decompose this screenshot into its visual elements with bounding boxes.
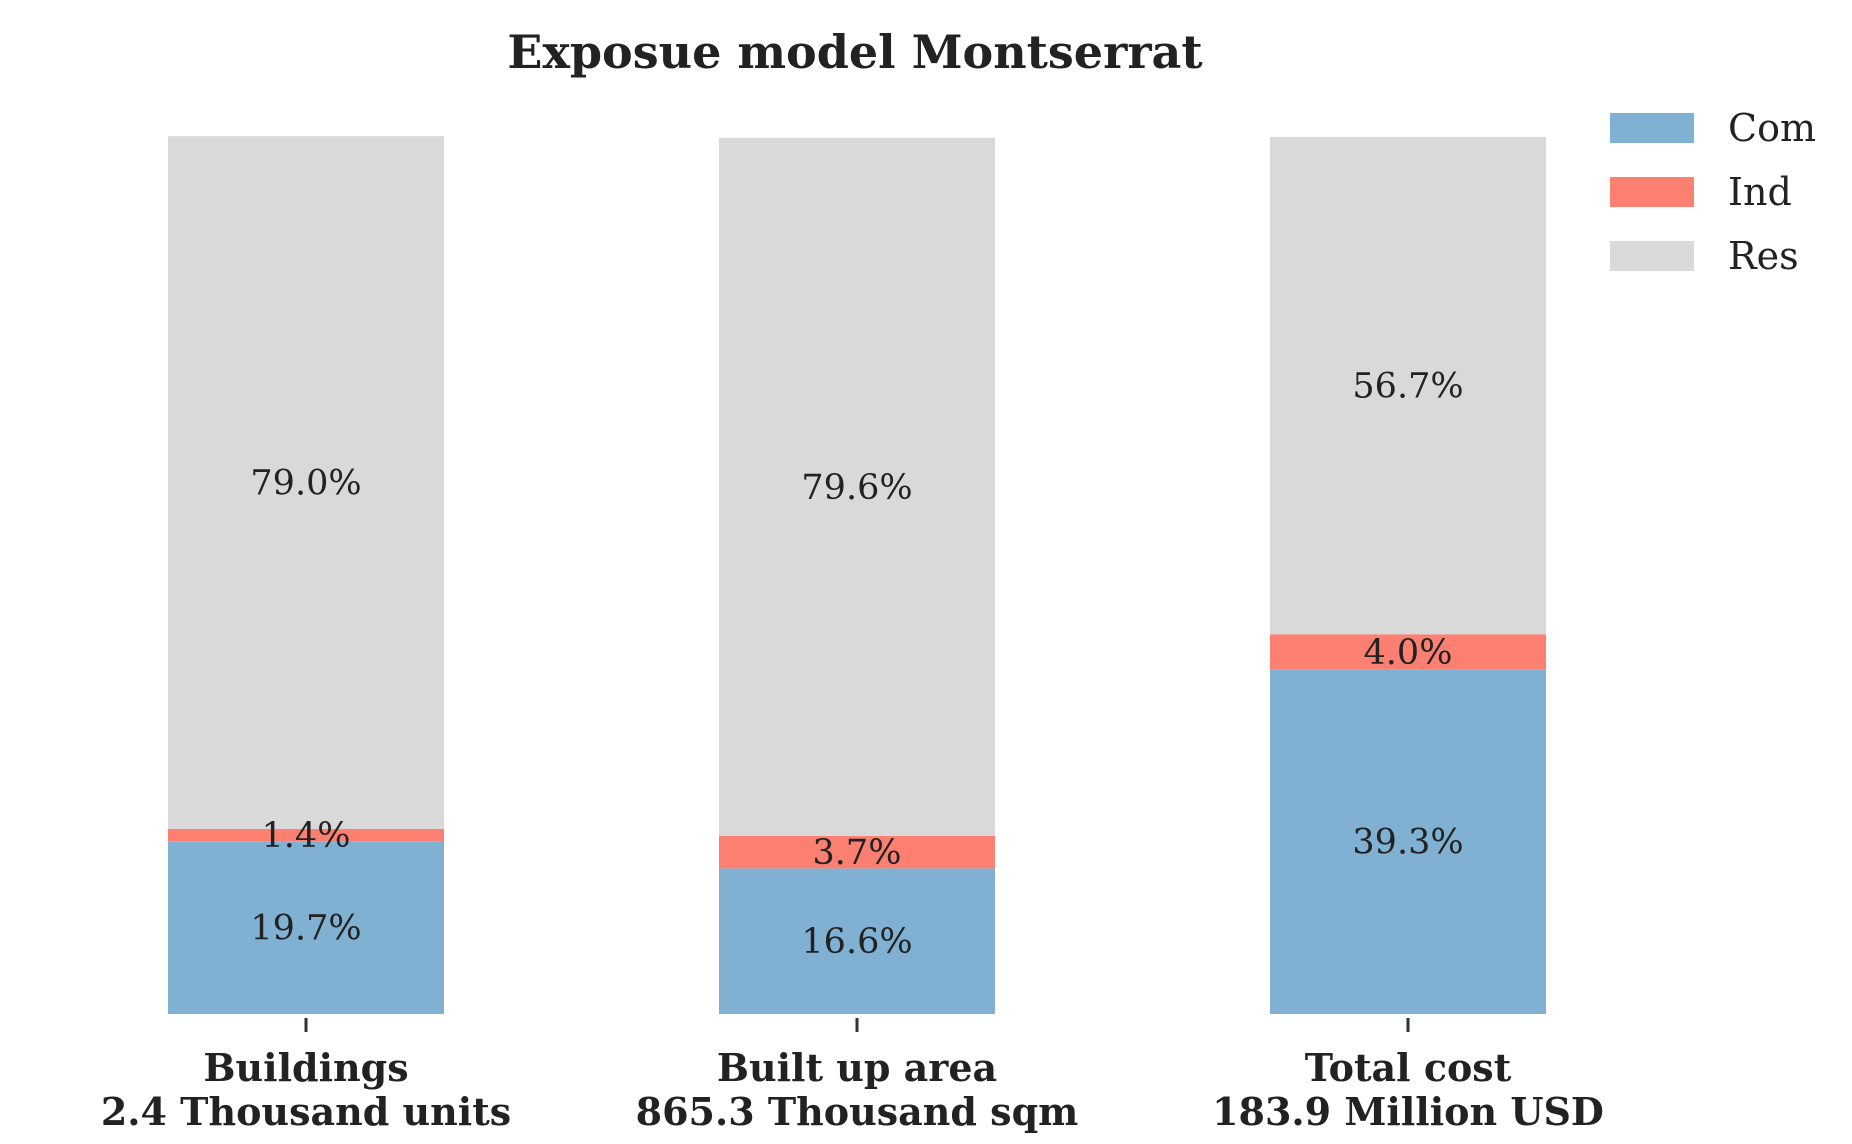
- data-label-ind-1: 1.4%: [262, 816, 351, 856]
- data-label-com-3: 39.3%: [1352, 823, 1463, 863]
- bar-segment-com-2: [719, 868, 995, 1014]
- segment-labels-layer: 19.7% 1.4% 79.0% 16.6% 3.7% 79.6% 39.3% 4.0% 56.…: [250, 367, 1463, 963]
- data-label-res-3: 56.7%: [1352, 367, 1463, 407]
- x-tick-label-1-line-1: Buildings: [203, 1045, 408, 1090]
- bar-segment-res-3: [1270, 137, 1546, 635]
- bar-segment-com-3: [1270, 669, 1546, 1014]
- legend-label-res: Res: [1728, 234, 1799, 278]
- data-label-ind-2: 3.7%: [813, 833, 902, 873]
- data-label-res-2: 79.6%: [801, 468, 912, 508]
- bars-layer: [168, 136, 1546, 1014]
- legend-label-com: Com: [1728, 106, 1816, 150]
- bar-segment-res-2: [719, 137, 995, 836]
- legend-swatch-ind: [1610, 177, 1694, 207]
- x-tick-label-1-line-2: 2.4 Thousand units: [101, 1089, 511, 1134]
- x-tick-label-3-line-2: 183.9 Million USD: [1212, 1089, 1604, 1134]
- data-label-com-1: 19.7%: [250, 909, 361, 949]
- x-tick-label-3-line-1: Total cost: [1305, 1045, 1512, 1090]
- legend-label-ind: Ind: [1728, 170, 1792, 214]
- legend-swatch-res: [1610, 241, 1694, 271]
- data-label-ind-3: 4.0%: [1364, 633, 1453, 673]
- bar-segment-res-1: [168, 136, 444, 829]
- legend-swatch-com: [1610, 113, 1694, 143]
- bar-segment-ind-1: [168, 828, 444, 842]
- x-tick-label-2-line-2: 865.3 Thousand sqm: [636, 1089, 1079, 1134]
- data-label-res-1: 79.0%: [250, 464, 361, 504]
- x-tick-label-2-line-1: Built up area: [717, 1045, 997, 1090]
- chart-title: Exposue model Montserrat: [507, 25, 1203, 79]
- legend: Com Ind Res: [1610, 106, 1816, 278]
- bar-segment-com-1: [168, 841, 444, 1014]
- bar-segment-ind-2: [719, 835, 995, 869]
- data-label-com-2: 16.6%: [801, 922, 912, 962]
- bar-segment-ind-3: [1270, 634, 1546, 670]
